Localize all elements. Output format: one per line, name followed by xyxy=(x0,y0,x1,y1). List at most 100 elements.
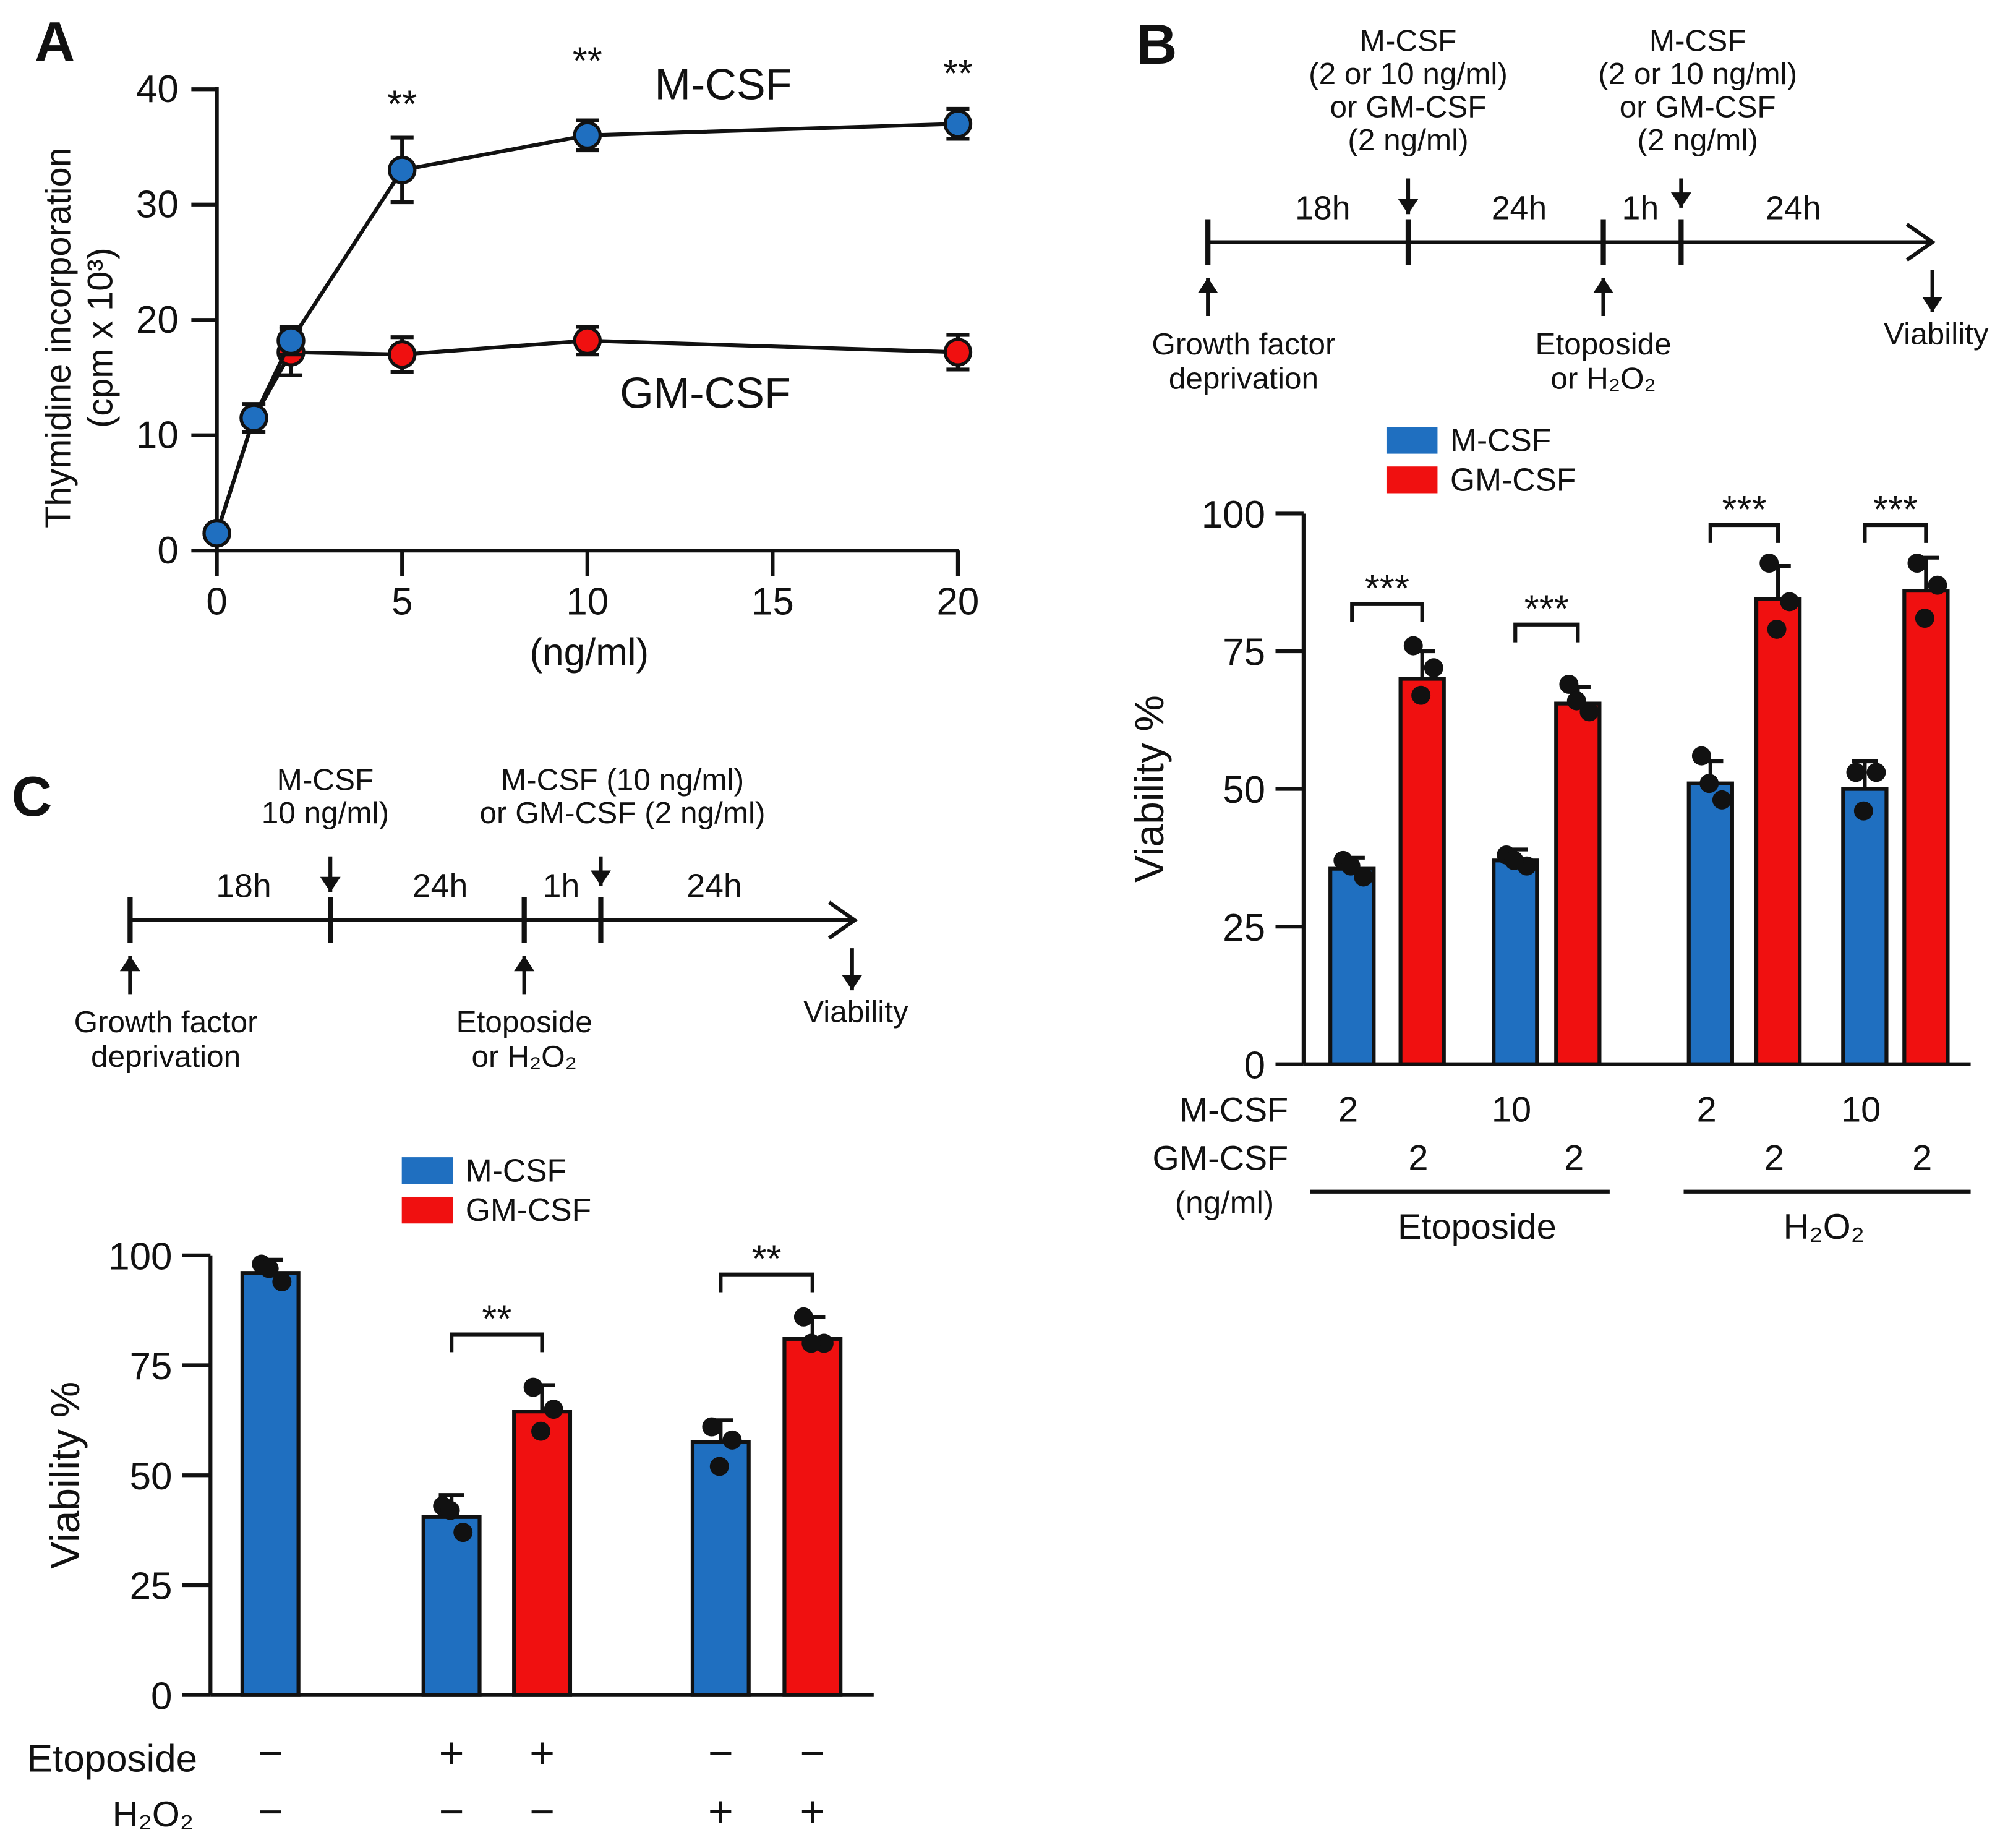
treatment-1-arrow-head xyxy=(1398,199,1419,215)
bar-5 xyxy=(1754,554,1802,1066)
etoposide-sign: + xyxy=(529,1729,555,1777)
gmcsf-dose: 2 xyxy=(1912,1139,1932,1178)
treatment-1-arrow-head xyxy=(320,876,341,892)
replicate-point xyxy=(1411,685,1431,705)
significance-marker: ** xyxy=(573,40,602,83)
y-tick-label: 75 xyxy=(130,1345,173,1388)
duration-label: 24h xyxy=(412,868,468,905)
etoposide-sign: + xyxy=(439,1729,464,1777)
bar-2 xyxy=(512,1377,573,1697)
row-label-gmcsf: GM-CSF xyxy=(1153,1139,1289,1178)
legend-swatch-gmcsf xyxy=(1386,466,1438,494)
significance-bracket xyxy=(450,1332,544,1353)
stress-label: or H₂O₂ xyxy=(471,1040,576,1074)
significance-marker: ** xyxy=(387,83,417,126)
y-tick-label: 0 xyxy=(151,1675,172,1718)
y-axis-label-units: (cpm x 10³) xyxy=(80,247,120,428)
series-line xyxy=(215,338,959,534)
row-label-etoposide: Etoposide xyxy=(27,1737,197,1780)
series-GM-CSF xyxy=(202,325,973,548)
replicate-point xyxy=(801,1333,821,1353)
treatment-1-label: or GM-CSF xyxy=(1330,90,1487,124)
mcsf-dose: 2 xyxy=(1697,1090,1717,1129)
replicate-point xyxy=(702,1417,722,1437)
viability-label: Viability xyxy=(1884,317,1989,351)
treatment-2-label: (2 ng/ml) xyxy=(1638,123,1758,157)
viability-arrow-head xyxy=(842,975,863,991)
replicate-point xyxy=(531,1421,550,1441)
bar xyxy=(1328,866,1376,1066)
x-tick-label: 10 xyxy=(566,580,609,623)
replicate-point xyxy=(272,1272,292,1291)
legend-swatch-gmcsf xyxy=(401,1196,453,1224)
panel-letter-B: B xyxy=(1137,14,1177,76)
bar xyxy=(512,1410,573,1697)
y-tick-label: 75 xyxy=(1223,631,1265,674)
treatment-2-arrow-head xyxy=(590,870,611,886)
y-tick-label: 20 xyxy=(136,299,179,341)
gmcsf-dose: 2 xyxy=(1408,1139,1428,1178)
significance-marker: *** xyxy=(1524,588,1569,631)
replicate-point xyxy=(1866,763,1886,782)
bar xyxy=(1398,677,1446,1066)
y-tick-label: 40 xyxy=(136,68,179,111)
bar-4 xyxy=(782,1307,843,1697)
legend-swatch-mcsf xyxy=(401,1157,453,1184)
deprivation-label: deprivation xyxy=(1169,362,1318,396)
h2o2-sign: − xyxy=(529,1787,555,1836)
x-tick-label: 15 xyxy=(751,580,794,623)
timeline-arrowhead xyxy=(1905,223,1936,262)
treatment-2-label: M-CSF (10 ng/ml) xyxy=(501,763,744,797)
deprivation-arrow-head xyxy=(119,956,140,972)
duration-label: 18h xyxy=(216,868,271,905)
etoposide-sign: − xyxy=(708,1729,733,1777)
replicate-point xyxy=(1767,619,1787,639)
series-label-gmcsf: GM-CSF xyxy=(620,369,791,417)
h2o2-sign: − xyxy=(258,1787,283,1836)
timeline-arrowhead xyxy=(827,900,858,940)
y-tick-label: 0 xyxy=(157,529,178,572)
bar-0 xyxy=(1328,850,1376,1066)
treatment-2-label: or GM-CSF (2 ng/ml) xyxy=(480,796,766,830)
data-point xyxy=(573,326,602,355)
legend-label: M-CSF xyxy=(466,1152,566,1188)
replicate-point xyxy=(1712,790,1732,810)
replicate-point xyxy=(1691,746,1711,766)
legend-label: M-CSF xyxy=(1450,422,1551,458)
h2o2-sign: + xyxy=(708,1787,733,1836)
mcsf-dose: 2 xyxy=(1338,1090,1358,1129)
x-tick-label: 5 xyxy=(391,580,412,623)
bar-3 xyxy=(690,1417,751,1697)
treatment-1-label: 10 ng/ml) xyxy=(262,796,389,830)
deprivation-label: deprivation xyxy=(91,1040,241,1074)
y-tick-label: 100 xyxy=(108,1235,172,1278)
bar xyxy=(690,1440,751,1697)
replicate-point xyxy=(1341,856,1361,876)
viability-label: Viability xyxy=(803,995,908,1029)
mcsf-dose: 10 xyxy=(1492,1090,1531,1129)
bar xyxy=(1686,781,1734,1066)
y-tick-label: 25 xyxy=(1223,907,1265,949)
duration-label: 1h xyxy=(1622,189,1659,226)
panel-letter-C: C xyxy=(12,766,53,828)
replicate-point xyxy=(1907,554,1927,573)
data-point xyxy=(239,403,268,432)
group-label-etoposide: Etoposide xyxy=(1398,1207,1557,1247)
h2o2-sign: − xyxy=(439,1787,464,1836)
gmcsf-dose: 2 xyxy=(1764,1139,1784,1178)
duration-label: 24h xyxy=(1492,189,1547,226)
treatment-1-label: (2 or 10 ng/ml) xyxy=(1309,57,1508,91)
duration-label: 18h xyxy=(1295,189,1350,226)
replicate-point xyxy=(1846,763,1866,782)
y-axis-label: Thymidine incorporation xyxy=(38,147,78,528)
bar-3 xyxy=(1554,674,1602,1066)
stress-label: Etoposide xyxy=(1535,327,1671,361)
data-point xyxy=(388,340,417,369)
viability-arrow-head xyxy=(1922,297,1943,312)
replicate-point xyxy=(1504,850,1524,870)
replicate-point xyxy=(722,1430,742,1450)
bar xyxy=(1754,597,1802,1066)
significance-marker: *** xyxy=(1365,568,1409,610)
